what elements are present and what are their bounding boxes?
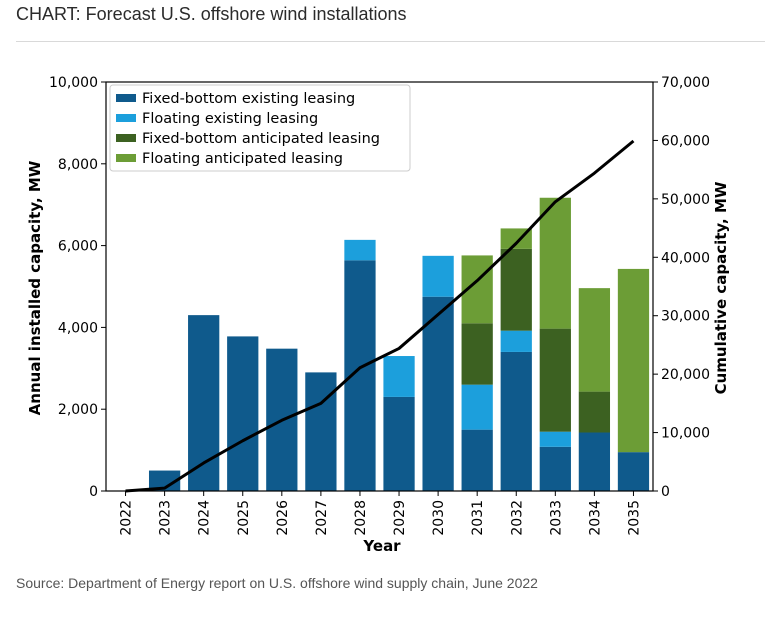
legend-label-0: Fixed-bottom existing leasing <box>142 91 355 107</box>
bar-2030-series-1 <box>422 255 454 297</box>
legend-swatch-0 <box>116 94 136 102</box>
x-tick-label-2031: 2031 <box>470 500 486 536</box>
y-tick-label-right: 20,000 <box>661 367 710 383</box>
x-tick-label-2029: 2029 <box>392 500 408 536</box>
bar-2025-series-0 <box>227 336 259 491</box>
bar-2029-series-1 <box>383 356 415 397</box>
legend: Fixed-bottom existing leasing Floating ex… <box>109 84 411 172</box>
y-tick-label-right: 60,000 <box>661 133 710 149</box>
y-tick-label-right: 50,000 <box>661 192 710 208</box>
chart-title: CHART: Forecast U.S. offshore wind insta… <box>16 4 407 24</box>
x-tick-label-2035: 2035 <box>626 500 642 536</box>
y-tick-label-left: 8,000 <box>58 157 98 173</box>
bar-2023-series-0 <box>148 470 181 491</box>
legend-label-2: Fixed-bottom anticipated leasing <box>142 131 380 147</box>
source-note: Source: Department of Energy report on U… <box>16 575 538 591</box>
y-tick-label-left: 6,000 <box>58 239 98 255</box>
x-tick-label-2034: 2034 <box>587 500 603 536</box>
x-tick-label-2027: 2027 <box>314 500 330 536</box>
bar-2034-series-2 <box>578 391 611 433</box>
y-axis-label-right: Cumulative capacity, MW <box>712 181 730 394</box>
legend-box <box>109 84 411 172</box>
y-tick-label-right: 10,000 <box>661 426 710 442</box>
x-tick-label-2023: 2023 <box>158 500 174 536</box>
title-divider <box>16 41 765 42</box>
bar-2031-series-1 <box>461 384 493 430</box>
bar-2034-series-0 <box>578 432 611 491</box>
legend-label-1: Floating existing leasing <box>142 111 318 127</box>
legend-swatch-2 <box>116 134 136 142</box>
x-tick-label-2032: 2032 <box>509 500 525 536</box>
bar-2033-series-3 <box>539 197 571 329</box>
y-tick-label-left: 4,000 <box>58 320 98 336</box>
axes-layer: 0 2,000 4,000 6,000 8,000 10,000 0 10,000 20,000… <box>49 75 710 536</box>
bar-2027-series-0 <box>305 372 337 491</box>
legend-label-3: Floating anticipated leasing <box>142 151 343 167</box>
plot-frame <box>105 81 654 492</box>
bar-2032-series-1 <box>500 330 532 352</box>
bar-2033-series-1 <box>539 431 571 447</box>
x-tick-label-2025: 2025 <box>236 500 252 536</box>
bar-2033-series-2 <box>539 328 571 432</box>
y-tick-label-right: 0 <box>661 484 670 500</box>
y-tick-label-right: 40,000 <box>661 250 710 266</box>
cumulative-line-layer <box>125 139 635 493</box>
x-tick-label-2033: 2033 <box>548 500 564 536</box>
y-tick-label-right: 70,000 <box>661 75 710 91</box>
x-tick-label-2028: 2028 <box>353 500 369 536</box>
y-tick-label-left: 2,000 <box>58 402 98 418</box>
bar-2028-series-0 <box>344 260 376 491</box>
x-tick-label-2024: 2024 <box>197 500 213 536</box>
bar-2032-series-0 <box>500 351 532 491</box>
cumulative-capacity-line <box>125 139 635 493</box>
bar-2035-series-3 <box>617 268 650 453</box>
x-tick-label-2022: 2022 <box>119 500 135 536</box>
bar-2032-series-2 <box>500 248 532 331</box>
bar-2031-series-0 <box>461 429 493 491</box>
x-tick-label-2030: 2030 <box>431 500 447 536</box>
x-tick-label-2026: 2026 <box>275 500 291 536</box>
legend-swatch-1 <box>116 114 136 122</box>
bar-2033-series-0 <box>539 446 571 491</box>
bar-layer <box>148 197 650 491</box>
bar-2034-series-3 <box>578 288 611 392</box>
y-tick-label-left: 10,000 <box>49 75 98 91</box>
bar-2029-series-0 <box>383 396 415 491</box>
y-tick-label-left: 0 <box>89 484 98 500</box>
bar-2030-series-0 <box>422 296 454 491</box>
bar-2035-series-0 <box>617 452 650 491</box>
y-tick-label-right: 30,000 <box>661 309 710 325</box>
forecast-chart: 0 2,000 4,000 6,000 8,000 10,000 0 10,000 20,000… <box>26 75 730 555</box>
legend-swatch-3 <box>116 154 136 162</box>
bar-2028-series-1 <box>344 239 376 261</box>
x-axis-label: Year <box>362 537 401 555</box>
bar-2031-series-2 <box>461 323 493 385</box>
y-axis-label-left: Annual installed capacity, MW <box>26 160 44 415</box>
